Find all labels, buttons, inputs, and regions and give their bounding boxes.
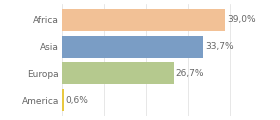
Text: 0,6%: 0,6%: [66, 96, 89, 105]
Text: 39,0%: 39,0%: [227, 15, 256, 24]
Text: 26,7%: 26,7%: [175, 69, 204, 78]
Bar: [62, 62, 174, 84]
Bar: [62, 36, 203, 58]
Text: 33,7%: 33,7%: [205, 42, 234, 51]
Bar: [62, 89, 64, 111]
Bar: [62, 9, 225, 31]
